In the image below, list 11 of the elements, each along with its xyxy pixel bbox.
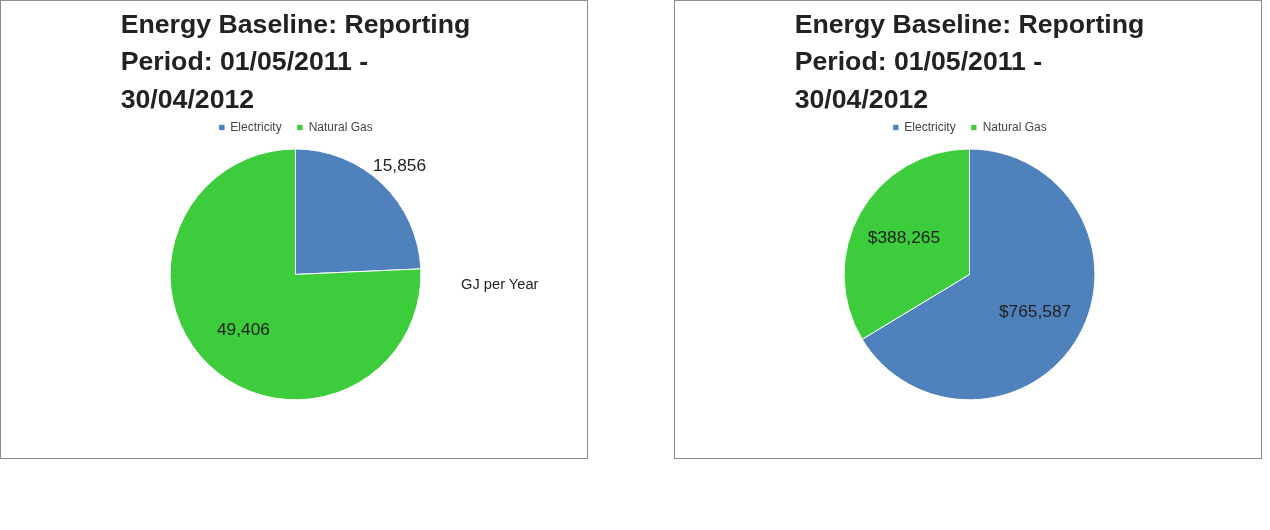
chart-title: Energy Baseline: Reporting Period: 01/05/2011 - 30/04/2012: [794, 8, 1145, 114]
legend-label: Natural Gas: [308, 120, 373, 134]
legend-label: Electricity: [904, 120, 956, 134]
data-label: $765,587: [998, 301, 1072, 322]
data-label: $388,265: [867, 227, 941, 248]
legend-label: Natural Gas: [982, 120, 1047, 134]
legend-label: Electricity: [230, 120, 282, 134]
text: GJ per Year: [461, 276, 539, 293]
data-label: 49,406: [216, 318, 270, 339]
chart-title: Energy Baseline: Reporting Period: 01/05/2011 - 30/04/2012: [120, 8, 471, 114]
data-label: 15,856: [373, 155, 427, 176]
